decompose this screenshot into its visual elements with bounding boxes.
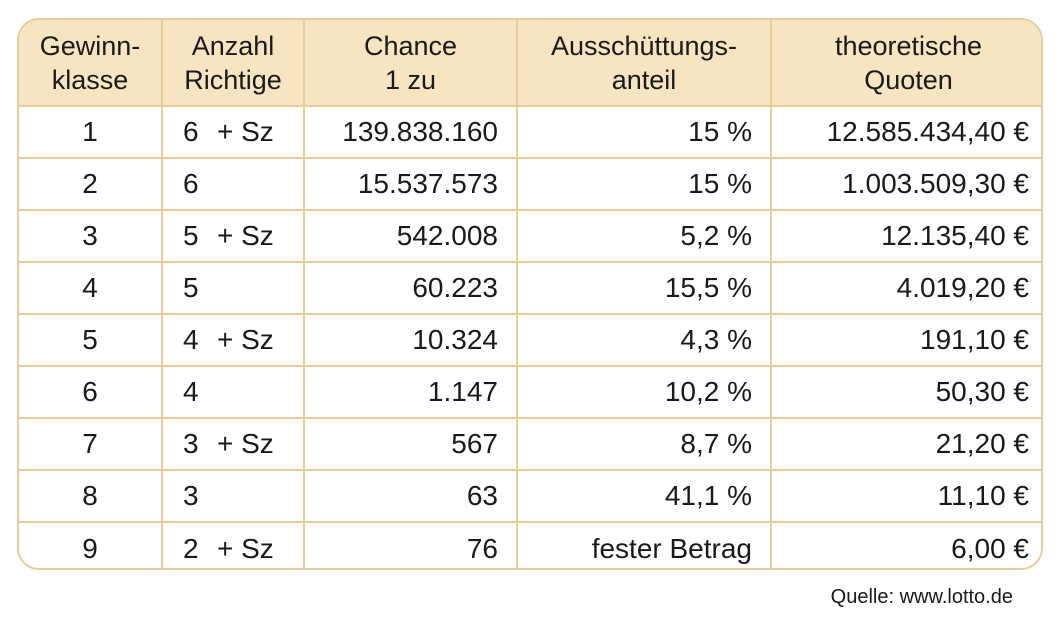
cell-theoretische-quote: 1.003.509,30 € (771, 158, 1041, 211)
cell-theoretische-quote: 4.019,20 € (771, 262, 1041, 315)
superzahl-marker: + Sz (217, 532, 274, 564)
cell-theoretische-quote: 21,20 € (771, 418, 1041, 471)
cell-theoretische-quote: 11,10 € (771, 470, 1041, 523)
table-body: 1 6 + Sz 139.838.160 15 % 12.585.434,40 €2 6 15… (19, 106, 1041, 568)
cell-anzahl-richtige: 3 (162, 470, 305, 523)
cell-gewinnklasse: 9 (19, 522, 163, 568)
header-row: Gewinn- klasse Anzahl Richtige Chance 1 … (19, 20, 1041, 107)
cell-gewinnklasse: 3 (19, 210, 163, 263)
cell-anzahl-richtige: 2 + Sz (162, 522, 305, 568)
cell-ausschuettungsanteil: 15,5 % (517, 262, 772, 315)
cell-anzahl-richtige: 5 (162, 262, 305, 315)
cell-gewinnklasse: 7 (19, 418, 163, 471)
table-header: Gewinn- klasse Anzahl Richtige Chance 1 … (19, 20, 1041, 107)
richtige-count: 3 (183, 428, 199, 459)
richtige-count: 5 (183, 220, 199, 251)
cell-chance: 1.147 (304, 366, 518, 419)
header-chance: Chance 1 zu (304, 20, 518, 107)
header-line: Gewinn- (39, 30, 141, 61)
cell-gewinnklasse: 8 (19, 470, 163, 523)
cell-theoretische-quote: 12.585.434,40 € (771, 106, 1041, 159)
table-row: 8 3 63 41,1 % 11,10 € (19, 470, 1041, 523)
cell-chance: 10.324 (304, 314, 518, 367)
cell-chance: 15.537.573 (304, 158, 518, 211)
cell-chance: 76 (304, 522, 518, 568)
superzahl-marker: + Sz (217, 116, 274, 147)
header-line: Richtige (184, 64, 282, 95)
superzahl-marker: + Sz (217, 428, 274, 459)
cell-ausschuettungsanteil: 41,1 % (517, 470, 772, 523)
table-row: 1 6 + Sz 139.838.160 15 % 12.585.434,40 € (19, 106, 1041, 159)
richtige-count: 5 (183, 272, 199, 303)
header-line: Quoten (864, 64, 953, 95)
header-line: Ausschüttungs- (550, 30, 738, 61)
superzahl-marker: + Sz (217, 324, 274, 355)
cell-chance: 567 (304, 418, 518, 471)
cell-gewinnklasse: 4 (19, 262, 163, 315)
cell-anzahl-richtige: 6 + Sz (162, 106, 305, 159)
cell-chance: 139.838.160 (304, 106, 518, 159)
cell-anzahl-richtige: 4 (162, 366, 305, 419)
header-line: 1 zu (384, 64, 437, 95)
cell-anzahl-richtige: 5 + Sz (162, 210, 305, 263)
header-line: anteil (611, 64, 677, 95)
header-anzahl-richtige: Anzahl Richtige (162, 20, 305, 107)
richtige-count: 4 (183, 376, 199, 407)
header-theoretische-quoten: theoretische Quoten (771, 20, 1041, 107)
cell-gewinnklasse: 1 (19, 106, 163, 159)
header-line: theoretische (834, 30, 983, 61)
cell-chance: 542.008 (304, 210, 518, 263)
cell-gewinnklasse: 2 (19, 158, 163, 211)
cell-gewinnklasse: 6 (19, 366, 163, 419)
cell-theoretische-quote: 12.135,40 € (771, 210, 1041, 263)
richtige-count: 3 (183, 480, 199, 511)
header-line: Anzahl (191, 30, 275, 61)
table-row: 5 4 + Sz 10.324 4,3 % 191,10 € (19, 314, 1041, 367)
cell-anzahl-richtige: 3 + Sz (162, 418, 305, 471)
cell-anzahl-richtige: 4 + Sz (162, 314, 305, 367)
table-row: 6 4 1.147 10,2 % 50,30 € (19, 366, 1041, 419)
richtige-count: 6 (183, 168, 199, 199)
table-row: 3 5 + Sz 542.008 5,2 % 12.135,40 € (19, 210, 1041, 263)
richtige-count: 2 (183, 532, 199, 564)
cell-theoretische-quote: 6,00 € (951, 532, 1029, 564)
table-row: 7 3 + Sz 567 8,7 % 21,20 € (19, 418, 1041, 471)
odds-table-container: Gewinn- klasse Anzahl Richtige Chance 1 … (17, 18, 1043, 570)
header-ausschuettungsanteil: Ausschüttungs- anteil (517, 20, 772, 107)
cell-ausschuettungsanteil: 10,2 % (517, 366, 772, 419)
cell-ausschuettungsanteil: 8,7 % (517, 418, 772, 471)
cell-ausschuettungsanteil: fester Betrag (517, 522, 772, 568)
cell-anzahl-richtige: 6 (162, 158, 305, 211)
richtige-count: 4 (183, 324, 199, 355)
header-gewinnklasse: Gewinn- klasse (19, 20, 163, 107)
cell-theoretische-quote: 191,10 € (771, 314, 1041, 367)
source-note: Quelle: www.lotto.de (830, 586, 1013, 608)
cell-ausschuettungsanteil: 15 % (517, 106, 772, 159)
cell-chance: 60.223 (304, 262, 518, 315)
cell-theoretische-quote: 50,30 € (771, 366, 1041, 419)
table-row: 2 6 15.537.573 15 % 1.003.509,30 € (19, 158, 1041, 211)
cell-gewinnklasse: 5 (19, 314, 163, 367)
richtige-count: 6 (183, 116, 199, 147)
cell-ausschuettungsanteil: 4,3 % (517, 314, 772, 367)
header-line: klasse (51, 64, 129, 95)
cell-ausschuettungsanteil: 15 % (517, 158, 772, 211)
cell-ausschuettungsanteil: 5,2 % (517, 210, 772, 263)
odds-table: Gewinn- klasse Anzahl Richtige Chance 1 … (19, 20, 1041, 568)
table-row: 9 2 + Sz 76 fester Betrag 6,00 € (19, 522, 1041, 568)
cell-chance: 63 (304, 470, 518, 523)
table-row: 4 5 60.223 15,5 % 4.019,20 € (19, 262, 1041, 315)
superzahl-marker: + Sz (217, 220, 274, 251)
header-line: Chance (363, 30, 458, 61)
